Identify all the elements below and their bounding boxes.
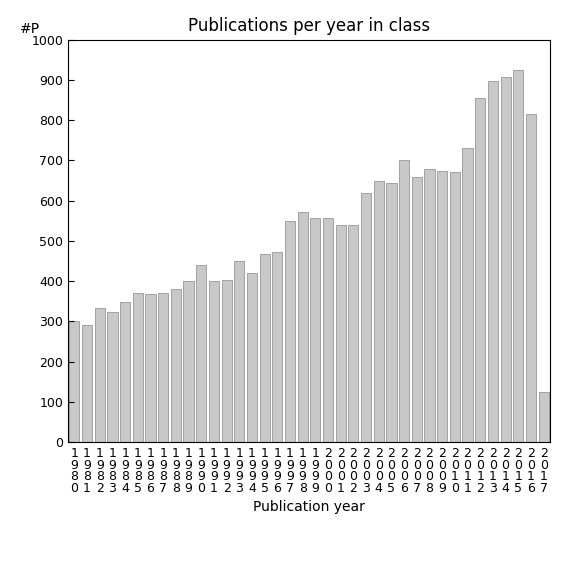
Bar [501,77,511,442]
Bar [488,81,498,442]
Bar [95,308,105,442]
Bar [69,321,79,442]
Bar [120,302,130,442]
X-axis label: Publication year: Publication year [253,500,365,514]
Bar [260,254,270,442]
Text: #P: #P [20,22,40,36]
Bar [526,114,536,442]
Bar [336,225,346,442]
Bar [323,218,333,442]
Bar [386,183,396,442]
Bar [425,168,434,442]
Bar [272,252,282,442]
Title: Publications per year in class: Publications per year in class [188,18,430,35]
Bar [539,392,549,442]
Bar [247,273,257,442]
Bar [475,98,485,442]
Bar [412,176,422,442]
Bar [209,281,219,442]
Bar [361,193,371,442]
Bar [450,172,460,442]
Bar [82,325,92,442]
Bar [158,293,168,442]
Bar [437,171,447,442]
Bar [171,289,181,442]
Bar [107,312,117,442]
Bar [463,149,473,442]
Bar [196,265,206,442]
Bar [374,181,384,442]
Bar [234,261,244,442]
Bar [298,212,308,442]
Bar [399,160,409,442]
Bar [310,218,320,442]
Bar [348,225,358,442]
Bar [145,294,155,442]
Bar [222,280,232,442]
Bar [133,293,143,442]
Bar [184,281,193,442]
Bar [285,221,295,442]
Bar [513,70,523,442]
